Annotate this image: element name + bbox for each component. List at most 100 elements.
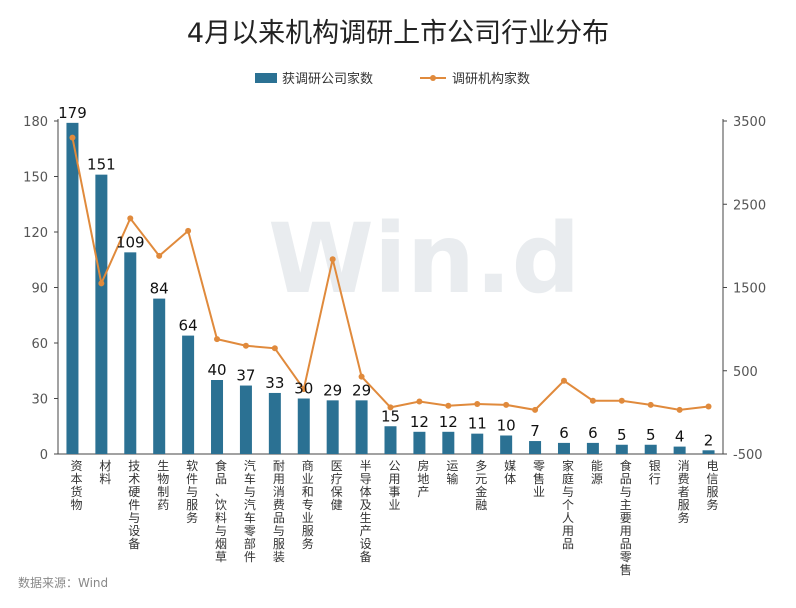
legend: 获调研公司家数 调研机构家数 bbox=[255, 71, 530, 87]
data-labels: 179 151 109 84 64 40 37 33 30 29 29 15 12 12 11 10 7 6 6 5 5… bbox=[58, 104, 713, 449]
left-tick-label: 60 bbox=[31, 337, 48, 352]
bar-value-label: 40 bbox=[207, 361, 226, 379]
bar-value-label: 109 bbox=[116, 233, 145, 251]
bar-value-label: 6 bbox=[559, 424, 569, 442]
category-label: 半导体及生产设备 bbox=[360, 459, 372, 564]
line-point bbox=[242, 342, 249, 349]
bar-value-label: 4 bbox=[675, 428, 685, 446]
bar-value-label: 29 bbox=[323, 381, 342, 399]
bar-value-label: 30 bbox=[294, 380, 313, 398]
category-label: 能源 bbox=[591, 459, 603, 486]
line-point bbox=[387, 404, 394, 411]
line-point bbox=[647, 401, 654, 408]
category-label: 运输 bbox=[446, 459, 458, 486]
line-point bbox=[358, 373, 365, 380]
line-point bbox=[271, 345, 278, 352]
bar-value-label: 7 bbox=[530, 422, 540, 440]
bar bbox=[268, 392, 281, 454]
bar-value-label: 5 bbox=[646, 426, 656, 444]
bar bbox=[355, 400, 368, 454]
category-label: 公用事业 bbox=[388, 459, 400, 512]
right-tick-label: 3500 bbox=[733, 115, 766, 130]
right-tick-label: 1500 bbox=[733, 282, 766, 297]
line-point bbox=[618, 397, 625, 404]
category-label: 银行 bbox=[649, 459, 661, 486]
bar-value-label: 37 bbox=[236, 367, 255, 385]
source-note: 数据来源：Wind bbox=[18, 575, 108, 590]
bar bbox=[500, 435, 513, 454]
bar-value-label: 84 bbox=[150, 280, 169, 298]
bar bbox=[471, 433, 484, 454]
line-series bbox=[69, 134, 712, 413]
category-label: 电信服务 bbox=[707, 459, 719, 512]
bar-value-label: 151 bbox=[87, 156, 116, 174]
category-label: 软件与服务 bbox=[186, 459, 198, 525]
line-point bbox=[300, 386, 307, 393]
legend-line-label: 调研机构家数 bbox=[452, 71, 530, 87]
bar-value-label: 2 bbox=[704, 431, 714, 449]
category-label: 耐用消费品与服装 bbox=[273, 459, 285, 564]
bar-value-label: 29 bbox=[352, 381, 371, 399]
line-point bbox=[98, 280, 105, 287]
bar-value-label: 10 bbox=[497, 417, 516, 435]
category-label: 媒体 bbox=[504, 459, 516, 486]
line-point bbox=[705, 403, 712, 410]
bar bbox=[326, 400, 339, 454]
bar-value-label: 6 bbox=[588, 424, 598, 442]
bar-value-label: 5 bbox=[617, 426, 627, 444]
bar bbox=[66, 122, 79, 454]
bar bbox=[239, 385, 252, 454]
bar bbox=[297, 398, 310, 454]
line-point bbox=[416, 398, 423, 405]
line-point bbox=[589, 397, 596, 404]
bar bbox=[644, 444, 657, 454]
bar-value-label: 33 bbox=[265, 374, 284, 392]
right-tick-label: 2500 bbox=[733, 198, 766, 213]
legend-bar-swatch bbox=[255, 73, 277, 83]
bar bbox=[95, 174, 108, 454]
left-tick-label: 90 bbox=[31, 282, 48, 297]
line-point bbox=[69, 134, 76, 141]
line-point bbox=[532, 406, 539, 413]
bar-value-label: 179 bbox=[58, 104, 87, 122]
left-tick-label: 150 bbox=[23, 171, 48, 186]
category-label: 食品、饮料与烟草 bbox=[215, 458, 227, 564]
bar bbox=[413, 431, 426, 454]
category-label: 商业和专业服务 bbox=[302, 458, 314, 551]
line-point bbox=[560, 377, 567, 384]
line-point bbox=[676, 406, 683, 413]
bar bbox=[529, 441, 542, 454]
line-point bbox=[329, 256, 336, 263]
legend-bar-label: 获调研公司家数 bbox=[282, 71, 373, 87]
line-point bbox=[185, 227, 192, 234]
watermark: Win.d bbox=[268, 203, 580, 315]
category-label: 生物制药 bbox=[157, 459, 169, 512]
bar bbox=[153, 298, 166, 454]
left-tick-label: 30 bbox=[31, 393, 48, 408]
bar bbox=[384, 426, 397, 454]
bar bbox=[702, 450, 715, 454]
category-label: 材料 bbox=[99, 459, 111, 486]
bar bbox=[557, 442, 570, 454]
category-label: 汽车与汽车零部件 bbox=[244, 458, 256, 564]
left-tick-label: 0 bbox=[40, 448, 48, 463]
category-label: 房地产 bbox=[417, 458, 429, 499]
legend-line-marker bbox=[430, 75, 436, 81]
bar-value-label: 12 bbox=[410, 413, 429, 431]
bar bbox=[586, 442, 599, 454]
category-label: 家庭与个人用品 bbox=[562, 458, 574, 551]
line-point bbox=[474, 401, 481, 408]
right-tick-label: -500 bbox=[733, 448, 763, 463]
category-label: 技术硬件与设备 bbox=[128, 459, 140, 551]
left-tick-label: 180 bbox=[23, 115, 48, 130]
bar bbox=[182, 335, 195, 454]
category-label: 消费者服务 bbox=[678, 459, 690, 525]
category-label: 多元金融 bbox=[475, 459, 487, 512]
category-label: 资本货物 bbox=[70, 459, 82, 512]
line-point bbox=[127, 215, 134, 222]
line-point bbox=[503, 401, 510, 408]
bar-value-label: 12 bbox=[439, 413, 458, 431]
category-label: 医疗保健 bbox=[331, 459, 343, 512]
bars bbox=[66, 122, 715, 454]
